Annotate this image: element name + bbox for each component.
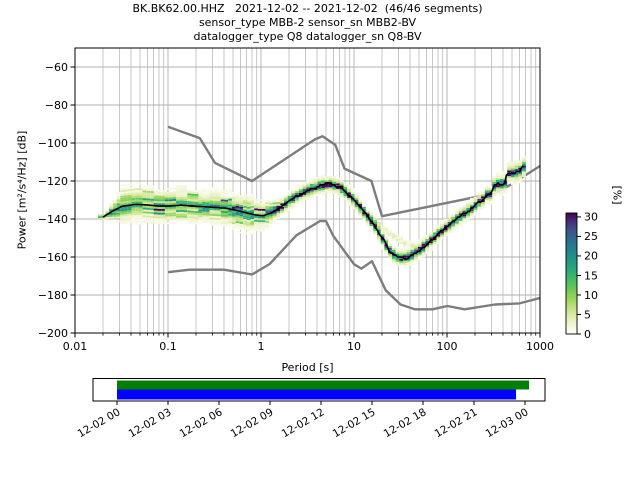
title-line-2: sensor_type MBB-2 sensor_sn MBB2-BV — [198, 16, 417, 29]
y-tick-label: −180 — [38, 289, 68, 302]
y-tick-label: −80 — [45, 99, 68, 112]
timeline-tick-label: 12-02 09 — [229, 406, 276, 440]
colorbar-label: [%] — [610, 185, 624, 205]
colorbar-tick-label: 30 — [584, 211, 598, 224]
y-tick-label: −200 — [38, 327, 68, 340]
mode-line-group — [102, 165, 524, 260]
ppsd-histogram — [98, 156, 526, 269]
colorbar-tick-label: 10 — [584, 289, 598, 302]
y-tick-label: −100 — [38, 137, 68, 150]
x-tick-label: 0.1 — [159, 340, 177, 353]
low-noise-model-line — [167, 219, 541, 311]
title-line-3: datalogger_type Q8 datalogger_sn Q8-BV — [193, 30, 422, 43]
x-tick-label: 1 — [258, 340, 265, 353]
psd-segments-bar — [117, 389, 517, 400]
y-tick-label: −160 — [38, 251, 68, 264]
colorbar-tick-label: 0 — [584, 328, 591, 341]
colorbar-tick-label: 15 — [584, 269, 598, 282]
high-noise-model-line — [167, 125, 541, 218]
y-tick-label: −140 — [38, 213, 68, 226]
timeline-tick-label: 12-02 00 — [76, 406, 123, 440]
colorbar-tick-label: 20 — [584, 250, 598, 263]
noise-model-lines — [167, 125, 541, 311]
timeline-group: 12-02 00 12-02 03 12-02 06 12-02 09 12-02 12… — [76, 378, 546, 440]
mode-line — [102, 165, 524, 260]
title-line-1: BK.BK62.00.HHZ 2021-12-02 -- 2021-12-02 … — [132, 2, 483, 15]
colorbar-group: 0 5 10 15 20 25 30 — [565, 211, 598, 341]
y-axis-label: Power [m²/s⁴/Hz] [dB] — [15, 130, 29, 250]
x-tick-label: 1000 — [526, 340, 554, 353]
y-tick-label: −120 — [38, 175, 68, 188]
timeline-tick-label: 12-02 06 — [178, 406, 225, 440]
y-tick-label: −60 — [45, 61, 68, 74]
data-coverage-bar — [117, 380, 530, 390]
colorbar-tick-label: 5 — [584, 308, 591, 321]
timeline-tick-label: 12-02 03 — [127, 406, 174, 440]
x-tick-label: 0.01 — [63, 340, 88, 353]
colorbar-bar — [565, 212, 578, 335]
plot-border — [74, 47, 541, 334]
axes-frame: 0.01 0.1 1 10 100 1000 −60 −80 −100 −120 −140 −160 −… — [38, 47, 554, 353]
figure-title: BK.BK62.00.HHZ 2021-12-02 -- 2021-12-02 … — [70, 2, 545, 44]
colorbar-tick-label: 25 — [584, 230, 598, 243]
timeline-tick-label: 12-02 12 — [280, 406, 327, 440]
timeline-tick-label: 12-02 21 — [433, 406, 480, 440]
x-tick-label: 100 — [437, 340, 458, 353]
timeline-tick-label: 12-03 00 — [484, 406, 531, 440]
x-tick-label: 10 — [347, 340, 361, 353]
x-axis-label: Period [s] — [281, 361, 334, 374]
timeline-tick-label: 12-02 15 — [331, 406, 378, 440]
timeline-tick-label: 12-02 18 — [382, 406, 429, 440]
